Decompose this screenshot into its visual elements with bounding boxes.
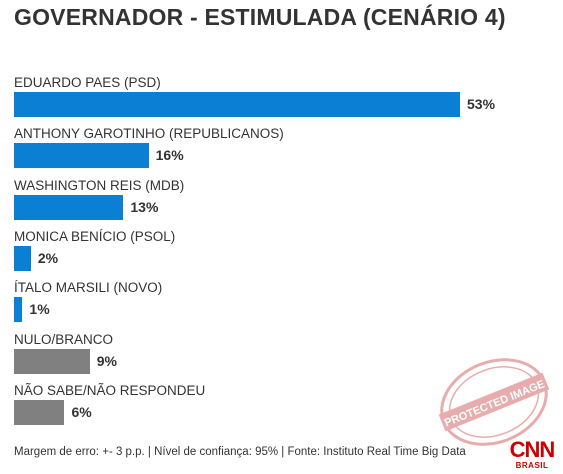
bar (14, 348, 90, 374)
cnn-brasil-logo: CNN BRASIL (506, 438, 558, 472)
bar (14, 143, 149, 169)
bar-value-label: 1% (29, 301, 50, 318)
bar-value-label: 6% (71, 403, 92, 420)
stamp-text: PROTECTED IMAGE (443, 378, 547, 429)
footer-note: Margem de erro: +- 3 p.p. | Nível de con… (14, 446, 466, 458)
bar-value-label: 16% (155, 147, 184, 164)
logo-text: CNN (509, 437, 556, 462)
bar-value-label: 13% (130, 198, 159, 215)
protected-image-stamp: PROTECTED IMAGE (438, 358, 550, 446)
bar-value-label: 53% (467, 96, 496, 112)
bar-label: WASHINGTON REIS (MDB) (14, 177, 185, 193)
bar (14, 399, 65, 425)
bar-label: EDUARDO PAES (PSD) (14, 75, 161, 90)
chart-title: GOVERNADOR - ESTIMULADA (CENÁRIO 4) (14, 4, 506, 30)
bar (14, 92, 460, 117)
logo-subtitle: BRASIL (515, 461, 549, 470)
bar-label: ÍTALO MARSILI (NOVO) (14, 280, 163, 296)
bar (14, 194, 124, 220)
bar-value-label: 9% (96, 352, 117, 369)
bar-label: MONICA BENÍCIO (PSOL) (14, 228, 176, 244)
bar (14, 297, 23, 323)
bar-value-label: 2% (37, 249, 59, 266)
bar-label: NÃO SABE/NÃO RESPONDEU (14, 382, 206, 398)
bar-label: NULO/BRANCO (14, 331, 114, 347)
bar (14, 245, 31, 271)
bar-label: ANTHONY GAROTINHO (REPUBLICANOS) (14, 126, 284, 142)
